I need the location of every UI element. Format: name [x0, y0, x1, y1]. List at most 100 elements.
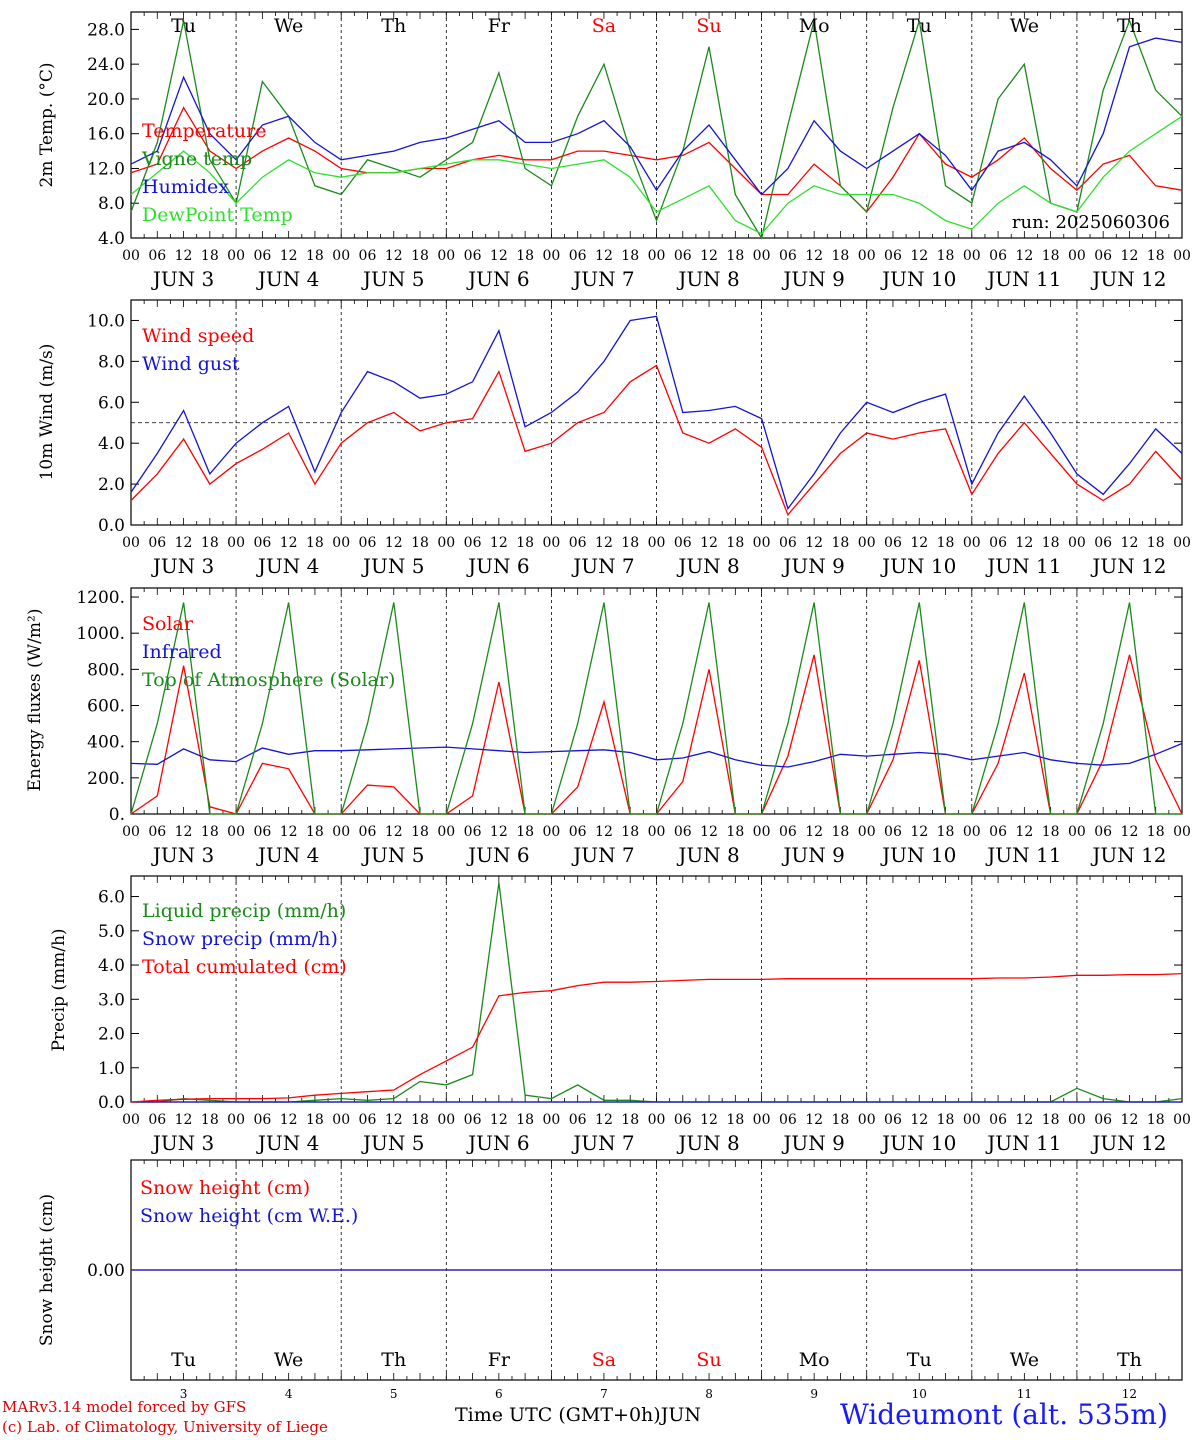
- hour-label: 18: [621, 535, 639, 551]
- hour-label: 12: [595, 1112, 613, 1128]
- hour-label: 06: [569, 824, 587, 840]
- y-tick-label: 6.0: [98, 888, 125, 908]
- date-number: 8: [705, 1387, 713, 1401]
- date-label: JUN 5: [361, 1131, 424, 1155]
- series-line-total-cumulated-cm-: [130, 972, 1183, 1103]
- legend-entry: Solar: [142, 613, 194, 635]
- hour-label: 06: [253, 248, 271, 264]
- hour-label: 00: [858, 1112, 876, 1128]
- day-of-week-label: We: [1010, 15, 1039, 37]
- hour-label: 12: [490, 535, 508, 551]
- y-axis-label: 2m Temp. (°C): [37, 62, 57, 187]
- y-axis-label: Precip (mm/h): [49, 928, 69, 1051]
- hour-label: 06: [148, 824, 166, 840]
- hour-label: 18: [621, 1112, 639, 1128]
- hour-label: 06: [359, 248, 377, 264]
- hour-label: 18: [411, 824, 429, 840]
- hour-label: 12: [280, 1112, 298, 1128]
- series-line-vigne-temp: [130, 18, 1183, 240]
- hour-label: 12: [700, 824, 718, 840]
- hour-label: 12: [1121, 1112, 1139, 1128]
- hour-label: 00: [122, 824, 140, 840]
- hour-label: 00: [1173, 1112, 1191, 1128]
- date-label: JUN 11: [985, 554, 1061, 578]
- hour-label: 12: [910, 824, 928, 840]
- day-of-week-label: Sa: [592, 1349, 616, 1371]
- hour-label: 12: [700, 535, 718, 551]
- hour-label: 00: [437, 1112, 455, 1128]
- hour-label: 00: [1068, 824, 1086, 840]
- hour-label: 18: [1147, 248, 1165, 264]
- hour-label: 06: [884, 824, 902, 840]
- date-label: JUN 8: [676, 554, 739, 578]
- hour-label: 06: [569, 535, 587, 551]
- hour-label: 18: [832, 824, 850, 840]
- y-tick-label: 0.0: [98, 1093, 125, 1113]
- y-tick-label: 600.: [87, 697, 125, 717]
- legend-entry: Total cumulated (cm): [142, 956, 347, 978]
- hour-label: 00: [648, 535, 666, 551]
- series-line-wind-gust: [130, 315, 1183, 511]
- legend-entry: Humidex: [142, 176, 229, 198]
- hour-label: 00: [227, 535, 245, 551]
- y-tick-label: 2.0: [98, 475, 125, 495]
- date-label: JUN 10: [880, 267, 956, 291]
- date-number: 10: [912, 1387, 927, 1401]
- date-label: JUN 6: [466, 843, 529, 867]
- day-of-week-label: Th: [381, 15, 406, 37]
- series-line-top-of-atmosphere-solar-: [130, 602, 1182, 815]
- y-tick-label: 20.0: [87, 90, 125, 110]
- day-of-week-label: Su: [696, 15, 721, 37]
- hour-label: 12: [910, 1112, 928, 1128]
- hour-label: 18: [937, 248, 955, 264]
- hour-label: 06: [989, 535, 1007, 551]
- y-tick-label: 0.00: [87, 1261, 125, 1281]
- hour-label: 00: [437, 824, 455, 840]
- date-label: JUN 10: [880, 1131, 956, 1155]
- hour-label: 12: [280, 535, 298, 551]
- hour-label: 00: [227, 1112, 245, 1128]
- hour-label: 18: [937, 535, 955, 551]
- hour-label: 18: [621, 824, 639, 840]
- hour-label: 00: [753, 1112, 771, 1128]
- hour-label: 18: [1147, 824, 1165, 840]
- hour-label: 12: [700, 1112, 718, 1128]
- y-tick-label: 10.0: [87, 311, 125, 331]
- date-label: JUN 6: [466, 554, 529, 578]
- day-of-week-label: We: [1010, 1349, 1039, 1371]
- hour-label: 06: [148, 248, 166, 264]
- day-of-week-label: Su: [696, 1349, 721, 1371]
- hour-label: 06: [779, 1112, 797, 1128]
- hour-label: 00: [1173, 824, 1191, 840]
- date-label: JUN 9: [781, 843, 844, 867]
- y-tick-label: 400.: [87, 733, 125, 753]
- day-of-week-label: We: [274, 1349, 303, 1371]
- y-tick-label: 4.0: [98, 434, 125, 454]
- hour-label: 12: [805, 824, 823, 840]
- hour-label: 00: [227, 824, 245, 840]
- hour-label: 12: [490, 824, 508, 840]
- y-axis-label: Snow height (cm): [37, 1194, 57, 1346]
- hour-label: 06: [253, 1112, 271, 1128]
- hour-label: 06: [1094, 1112, 1112, 1128]
- date-label: JUN 10: [880, 554, 956, 578]
- date-label: JUN 7: [571, 554, 634, 578]
- hour-label: 06: [253, 535, 271, 551]
- day-of-week-label: Fr: [488, 15, 511, 37]
- y-tick-label: 8.0: [98, 194, 125, 214]
- hour-label: 18: [411, 1112, 429, 1128]
- hour-label: 12: [175, 824, 193, 840]
- hour-label: 18: [1042, 824, 1060, 840]
- date-label: JUN 11: [985, 1131, 1061, 1155]
- hour-label: 06: [1094, 248, 1112, 264]
- hour-label: 12: [910, 535, 928, 551]
- hour-label: 06: [674, 248, 692, 264]
- hour-label: 00: [542, 535, 560, 551]
- hour-label: 18: [832, 1112, 850, 1128]
- date-number: 11: [1017, 1387, 1032, 1401]
- date-label: JUN 4: [256, 843, 319, 867]
- y-tick-label: 24.0: [87, 55, 125, 75]
- hour-label: 18: [516, 535, 534, 551]
- hour-label: 06: [359, 535, 377, 551]
- date-label: JUN 7: [571, 843, 634, 867]
